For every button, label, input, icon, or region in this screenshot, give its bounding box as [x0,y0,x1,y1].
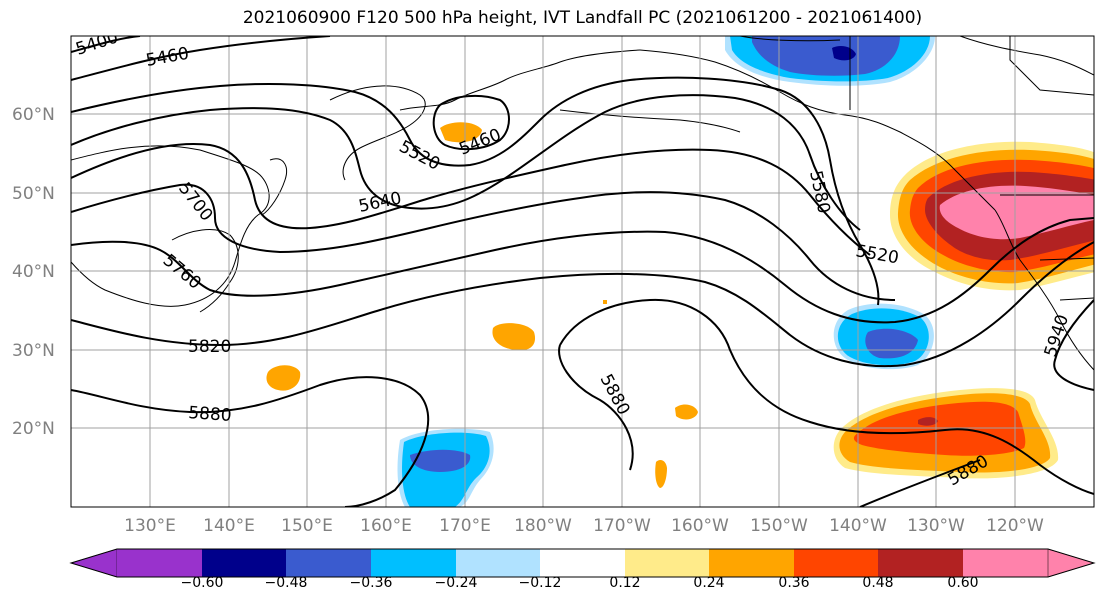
lon-label: 160°E [360,516,412,536]
contour-5880-loop [558,344,634,471]
colorbar-segment [709,549,794,577]
map-title: 2021060900 F120 500 hPa height, IVT Land… [242,8,923,28]
ivt-shading [266,36,1094,507]
colorbar-segment [117,549,202,577]
colorbar-extend-max [1047,548,1095,578]
lat-label: 20°N [12,419,55,439]
lon-label: 180°W [514,516,572,536]
colorbar-segment [456,549,540,577]
gridlines [71,36,1094,507]
colorbar-tick-label: 0.12 [609,575,640,591]
contour-5460-loop [432,94,510,151]
contour-label: 5880 [188,403,233,426]
contour-5760 [71,217,1094,324]
colorbar-segment [286,549,371,577]
lon-label: 140°W [829,516,887,536]
contour-5400 [71,36,141,53]
colorbar-tick-label: 0.60 [947,575,978,591]
lon-label: 130°E [124,516,176,536]
longitude-labels: 130°E 140°E 150°E 160°E 170°E 180°W 170°… [124,516,1044,536]
lon-label: 120°W [986,516,1044,536]
colorbar-segment [202,549,286,577]
colorbar-outline [69,548,1096,578]
lat-label: 60°N [12,105,55,125]
colorbar-segment [371,549,456,577]
contour-label: 5820 [188,337,231,357]
colorbar-tick-label: −0.48 [265,575,308,591]
contour-5520-west [71,76,880,306]
colorbar-tick-label: 0.24 [693,575,724,591]
colorbar-tick-label: −0.24 [435,575,478,591]
colorbar-extend-min [70,548,118,578]
contour-5880-tail [859,459,981,507]
contour-5580 [71,94,861,231]
colorbar-tick-label: 0.48 [862,575,893,591]
map-frame [70,35,1095,508]
lon-label: 130°W [907,516,965,536]
lat-label: 50°N [12,184,55,204]
lon-label: 160°W [671,516,729,536]
colorbar-segment [540,549,625,577]
height-contours [71,36,1094,507]
colorbar-segment [878,549,963,577]
lon-label: 140°E [203,516,255,536]
lat-label: 30°N [12,341,55,361]
lon-label: 150°W [750,516,808,536]
lon-label: 170°W [593,516,651,536]
colorbar-segment [963,549,1048,577]
colorbar-tick-label: −0.12 [519,575,562,591]
colorbar-tick-label: −0.36 [350,575,393,591]
contour-5460 [71,36,331,81]
contour-5640 [71,143,871,256]
contour-5880 [71,376,430,507]
colorbar-tick-label: −0.60 [181,575,224,591]
lat-label: 40°N [12,262,55,282]
colorbar-tick-labels: −0.60 −0.48 −0.36 −0.24 −0.12 0.12 0.24 … [181,575,979,591]
lon-label: 170°E [439,516,491,536]
latitude-labels: 20°N 30°N 40°N 50°N 60°N [12,105,55,439]
contour-5820 [71,241,1094,368]
colorbar-segment [625,549,709,577]
contour-5880-east [559,298,1094,495]
colorbar-segment [794,549,878,577]
contour-5700 [71,183,896,301]
colorbar [69,548,1096,578]
contour-5940 [1053,299,1094,391]
colorbar-tick-label: 0.36 [778,575,809,591]
lon-label: 150°E [281,516,333,536]
map-panel: 5400 5460 5700 5760 5820 5880 5520 5460 … [71,36,1094,507]
